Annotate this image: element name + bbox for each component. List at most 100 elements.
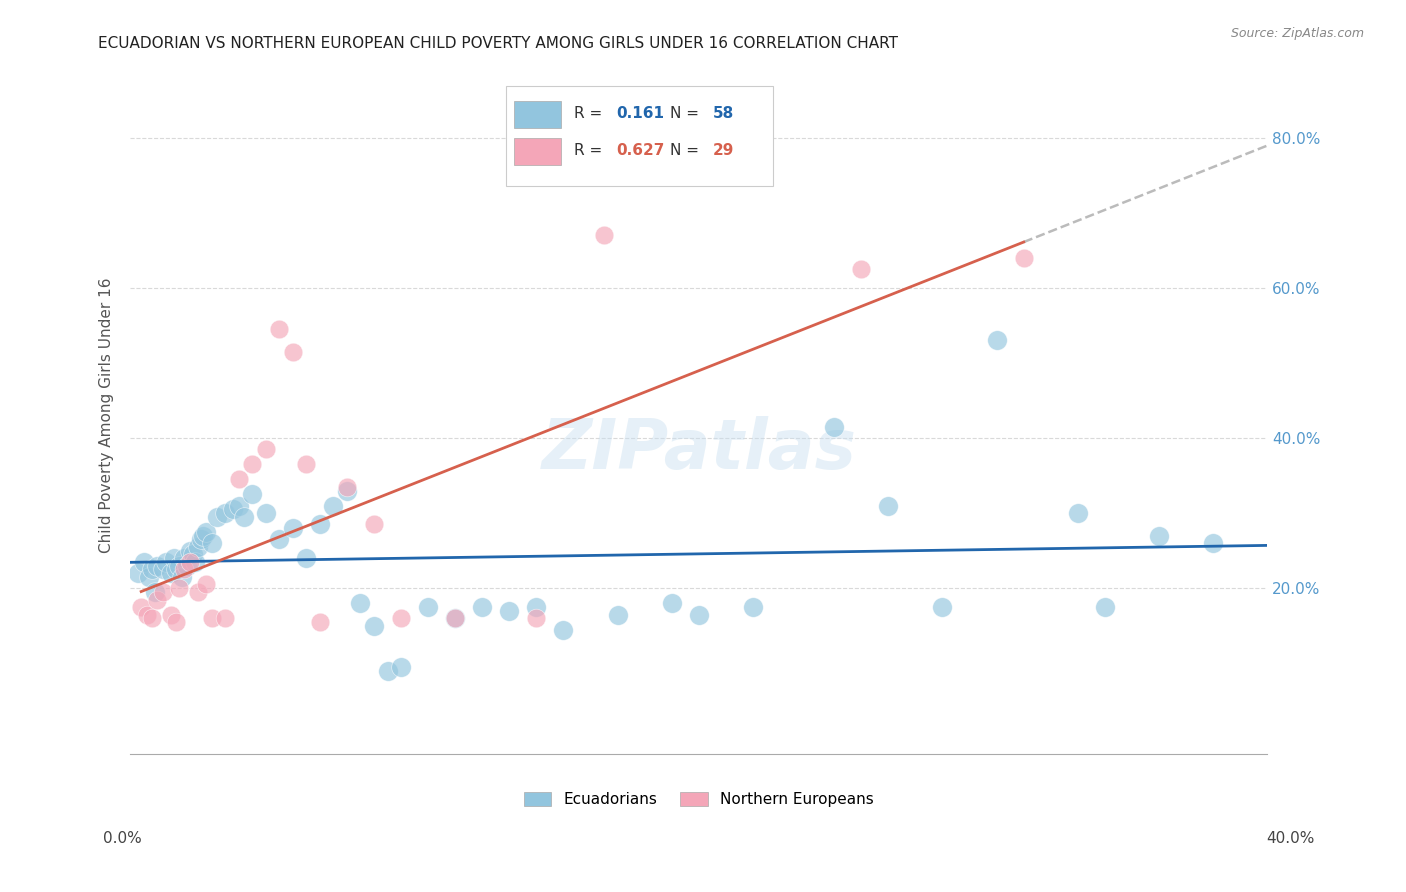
Point — [444, 611, 467, 625]
Point — [228, 472, 250, 486]
Point — [526, 611, 548, 625]
Point — [179, 543, 201, 558]
Point — [416, 600, 439, 615]
Point — [363, 517, 385, 532]
Text: 0.627: 0.627 — [616, 143, 664, 158]
Point — [553, 623, 575, 637]
Point — [193, 529, 215, 543]
Point — [160, 607, 183, 622]
Point — [132, 555, 155, 569]
Text: ZIPatlas: ZIPatlas — [541, 416, 856, 483]
Point — [163, 551, 186, 566]
Point — [155, 555, 177, 569]
Point — [222, 502, 245, 516]
Point — [336, 483, 359, 498]
Point — [389, 611, 412, 625]
Point — [176, 558, 198, 573]
Point — [200, 536, 222, 550]
Point — [1012, 251, 1035, 265]
Point — [851, 262, 873, 277]
Point — [146, 558, 169, 573]
Point — [498, 604, 520, 618]
Point — [308, 615, 330, 629]
Point — [167, 558, 190, 573]
Point — [190, 533, 212, 547]
Point — [173, 562, 195, 576]
Y-axis label: Child Poverty Among Girls Under 16: Child Poverty Among Girls Under 16 — [100, 277, 114, 553]
Point — [160, 566, 183, 581]
Text: 29: 29 — [713, 143, 734, 158]
Text: Source: ZipAtlas.com: Source: ZipAtlas.com — [1230, 27, 1364, 40]
Point — [214, 611, 236, 625]
Point — [606, 607, 628, 622]
Point — [205, 509, 228, 524]
Point — [214, 506, 236, 520]
Point — [295, 458, 318, 472]
FancyBboxPatch shape — [513, 138, 561, 165]
Point — [254, 506, 277, 520]
Point — [173, 551, 195, 566]
Point — [127, 566, 149, 581]
Point — [377, 664, 399, 678]
Point — [281, 521, 304, 535]
Point — [254, 442, 277, 457]
Legend: Ecuadorians, Northern Europeans: Ecuadorians, Northern Europeans — [517, 786, 880, 814]
Point — [931, 600, 953, 615]
Point — [444, 611, 467, 625]
Text: 58: 58 — [713, 106, 734, 120]
Point — [1067, 506, 1090, 520]
Point — [167, 581, 190, 595]
Point — [877, 499, 900, 513]
Point — [688, 607, 710, 622]
Point — [184, 555, 207, 569]
Point — [240, 487, 263, 501]
Text: N =: N = — [671, 143, 704, 158]
Point — [240, 458, 263, 472]
Point — [661, 596, 683, 610]
Point — [742, 600, 765, 615]
Point — [1094, 600, 1116, 615]
Text: 0.161: 0.161 — [616, 106, 664, 120]
Point — [593, 228, 616, 243]
Point — [269, 322, 291, 336]
Point — [471, 600, 494, 615]
Point — [165, 562, 187, 576]
Text: ECUADORIAN VS NORTHERN EUROPEAN CHILD POVERTY AMONG GIRLS UNDER 16 CORRELATION C: ECUADORIAN VS NORTHERN EUROPEAN CHILD PO… — [98, 36, 898, 51]
Point — [233, 509, 256, 524]
Point — [187, 540, 209, 554]
Point — [170, 570, 193, 584]
Point — [1147, 529, 1170, 543]
Point — [228, 499, 250, 513]
Point — [135, 607, 157, 622]
Point — [281, 344, 304, 359]
Point — [526, 600, 548, 615]
Point — [141, 611, 163, 625]
Point — [986, 334, 1008, 348]
Point — [823, 419, 845, 434]
Point — [308, 517, 330, 532]
Text: R =: R = — [574, 106, 607, 120]
Point — [165, 615, 187, 629]
Point — [322, 499, 344, 513]
Text: 0.0%: 0.0% — [103, 831, 142, 846]
Point — [195, 524, 218, 539]
Point — [138, 570, 160, 584]
Point — [389, 660, 412, 674]
Point — [363, 619, 385, 633]
Point — [1202, 536, 1225, 550]
Point — [336, 480, 359, 494]
Point — [295, 551, 318, 566]
Point — [195, 577, 218, 591]
Point — [152, 585, 174, 599]
Point — [152, 562, 174, 576]
Point — [143, 585, 166, 599]
Point — [181, 548, 204, 562]
Point — [129, 600, 152, 615]
Point — [187, 585, 209, 599]
Text: N =: N = — [671, 106, 704, 120]
Point — [349, 596, 371, 610]
Point — [179, 555, 201, 569]
FancyBboxPatch shape — [506, 86, 773, 186]
Point — [200, 611, 222, 625]
Text: R =: R = — [574, 143, 607, 158]
